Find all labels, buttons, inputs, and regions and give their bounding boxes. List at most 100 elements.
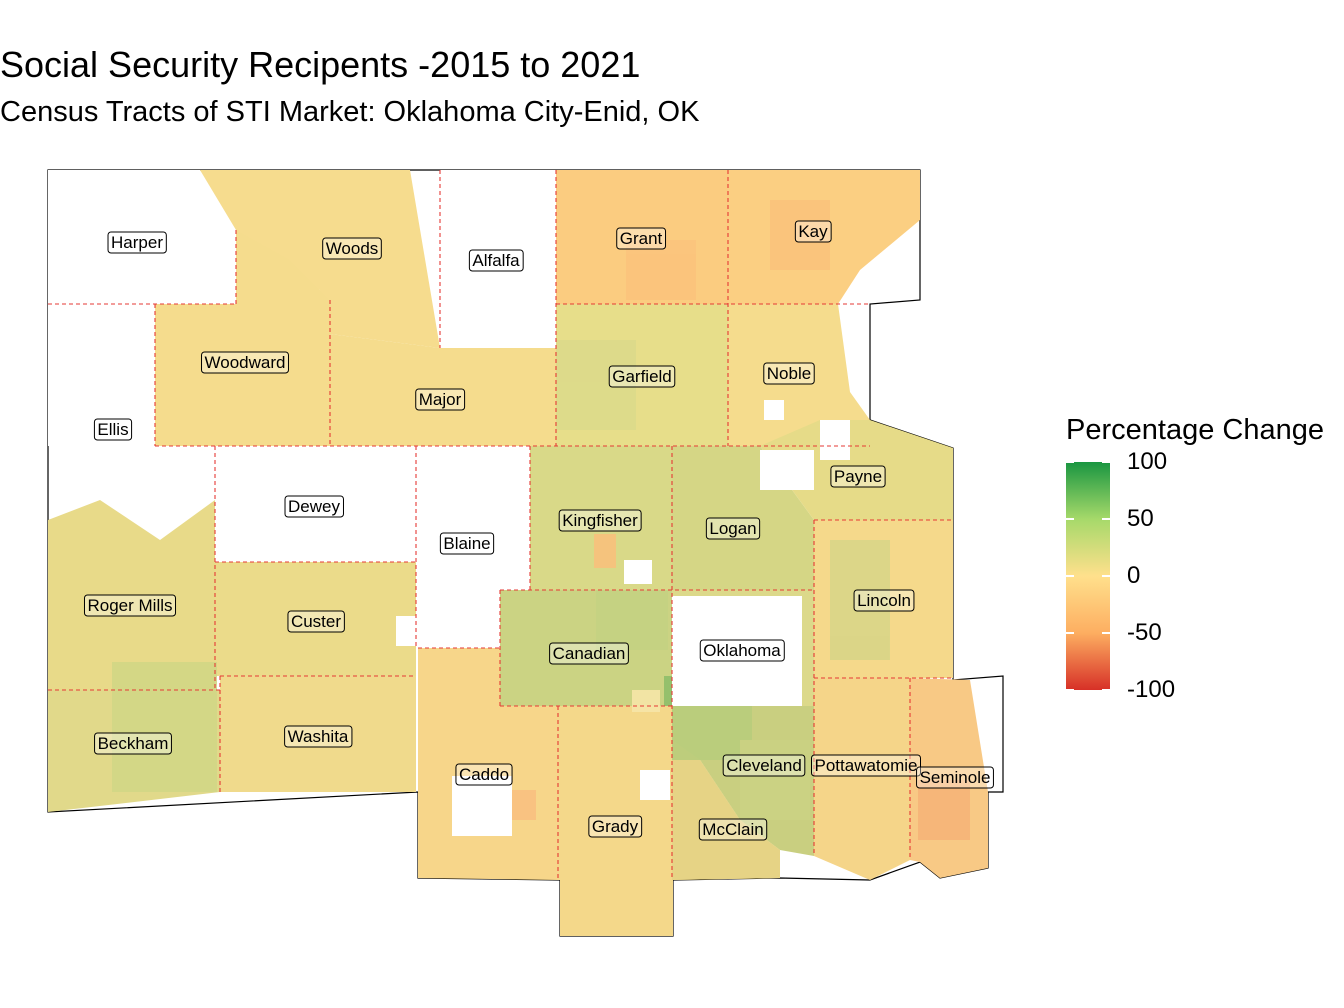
county-label-text: McClain	[702, 820, 763, 839]
county-label-woodward: Woodward	[201, 351, 289, 374]
county-area-pottawatomie	[814, 678, 910, 880]
county-label-woods: Woods	[322, 237, 382, 260]
legend-tick-mark	[1102, 689, 1110, 691]
county-label-box	[705, 517, 761, 540]
county-label-text: Pottawatomie	[815, 756, 918, 775]
county-map: Harper Woods Alfalfa Grant Kay Woodward Ellis M…	[47, 169, 1004, 937]
county-label-text: Roger Mills	[87, 596, 172, 615]
county-label-text: Noble	[767, 364, 811, 383]
county-label-garfield: Garfield	[608, 365, 676, 388]
county-label-box	[201, 351, 289, 374]
county-label-text: Harper	[111, 233, 163, 252]
county-area-blaine	[416, 446, 530, 648]
county-label-box	[608, 365, 676, 388]
legend-tick-mark	[1102, 461, 1110, 463]
county-label-custer: Custer	[287, 610, 345, 633]
county-area-mcclain	[672, 740, 780, 880]
county-area-alfalfa	[440, 170, 556, 348]
county-label-text: Logan	[709, 519, 756, 538]
county-label-box	[93, 418, 133, 441]
county-area-woods	[200, 170, 440, 348]
county-label-caddo: Caddo	[455, 763, 513, 786]
county-label-text: Custer	[291, 612, 341, 631]
county-label-box	[916, 766, 994, 789]
county-label-noble: Noble	[763, 362, 815, 385]
county-label-text: Blaine	[443, 534, 490, 553]
county-label-box	[763, 362, 815, 385]
no-data-areas	[396, 400, 850, 836]
county-label-text: Beckham	[98, 734, 169, 753]
county-label-box	[853, 589, 915, 612]
county-area-harper	[48, 170, 236, 304]
county-area-major	[330, 334, 556, 446]
county-label-box	[415, 388, 466, 411]
county-label-major: Major	[415, 388, 466, 411]
county-label-text: Caddo	[459, 765, 509, 784]
county-label-mcclain: McClain	[698, 818, 768, 841]
county-label-oklahoma: Oklahoma	[699, 639, 785, 662]
county-label-text: Grant	[620, 229, 663, 248]
county-label-text: Major	[419, 390, 462, 409]
legend-tick-label: -100	[1127, 676, 1176, 703]
county-label-ellis: Ellis	[93, 418, 133, 441]
county-label-payne: Payne	[830, 465, 886, 488]
county-label-text: Oklahoma	[703, 641, 781, 660]
county-label-text: Garfield	[612, 367, 672, 386]
legend-tick-label: 50	[1127, 505, 1154, 532]
legend-tick-mark	[1102, 518, 1110, 520]
county-label-box	[287, 610, 345, 633]
county-area-washita	[220, 676, 416, 792]
county-label-roger-mills: Roger Mills	[83, 594, 177, 617]
chart-title: Social Security Recipents -2015 to 2021	[0, 44, 641, 85]
county-label-dewey: Dewey	[284, 495, 344, 518]
county-label-cleveland: Cleveland	[722, 754, 806, 777]
county-label-text: Woodward	[205, 353, 286, 372]
county-label-pottawatomie: Pottawatomie	[811, 754, 921, 777]
county-label-blaine: Blaine	[439, 532, 495, 555]
county-boundaries	[48, 170, 953, 880]
county-label-logan: Logan	[705, 517, 761, 540]
county-area-kingfisher	[530, 446, 672, 590]
county-label-text: Kingfisher	[562, 511, 638, 530]
county-label-box	[699, 639, 785, 662]
county-label-text: Cleveland	[726, 756, 802, 775]
county-label-box	[94, 732, 172, 755]
county-label-text: Dewey	[288, 497, 340, 516]
county-label-box	[794, 220, 832, 243]
county-label-box	[830, 465, 886, 488]
legend-title: Percentage Change	[1066, 414, 1324, 446]
chart-subtitle: Census Tracts of STI Market: Oklahoma Ci…	[0, 96, 700, 128]
legend-tick-mark	[1066, 518, 1074, 520]
county-label-box	[439, 532, 495, 555]
county-label-text: Payne	[834, 467, 882, 486]
county-label-box	[722, 754, 806, 777]
county-label-text: Lincoln	[857, 591, 911, 610]
county-label-text: Washita	[288, 727, 349, 746]
county-label-text: Ellis	[97, 420, 128, 439]
county-label-box	[455, 763, 513, 786]
county-label-box	[588, 815, 643, 838]
county-label-box	[107, 231, 167, 254]
legend-tick-label: -50	[1127, 619, 1162, 646]
legend-tick-label: 100	[1127, 448, 1168, 475]
county-label-text: Kay	[798, 222, 828, 241]
county-area-payne	[760, 420, 953, 520]
county-label-alfalfa: Alfalfa	[468, 249, 524, 272]
county-label-box	[284, 495, 344, 518]
legend-tick-label: 0	[1127, 562, 1141, 589]
county-label-grant: Grant	[616, 227, 667, 250]
county-area-ellis	[48, 304, 155, 446]
county-label-beckham: Beckham	[94, 732, 172, 755]
county-label-harper: Harper	[107, 231, 167, 254]
county-label-text: Woods	[326, 239, 379, 258]
legend-tick-mark	[1066, 689, 1074, 691]
county-area-noble	[728, 304, 870, 446]
county-label-text: Seminole	[920, 768, 991, 787]
county-label-box	[83, 594, 177, 617]
county-label-box	[558, 509, 642, 532]
county-label-box	[284, 725, 353, 748]
county-label-text: Grady	[592, 817, 639, 836]
county-area-custer	[215, 562, 416, 676]
county-label-box	[468, 249, 524, 272]
county-area-woodward	[155, 230, 330, 446]
